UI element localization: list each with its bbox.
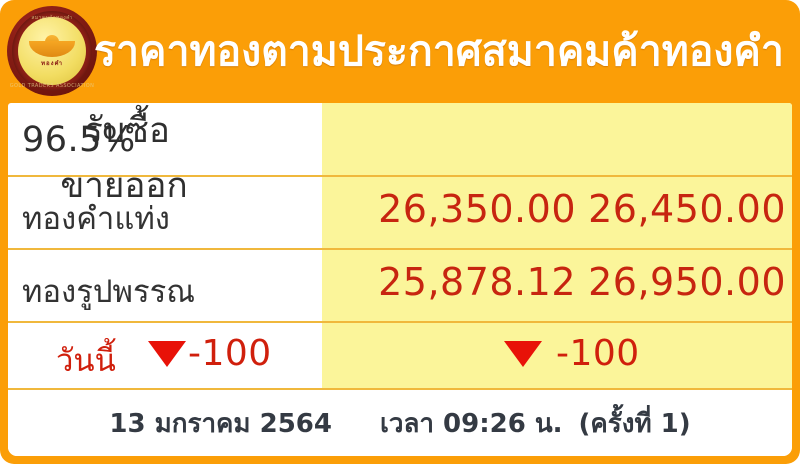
announcement-date: 13 มกราคม 2564 bbox=[109, 408, 332, 439]
logo-arc-text-top: สมาคมค้าทองคำ bbox=[31, 15, 73, 21]
daily-change-row: วันนี้ -100 -100 bbox=[8, 323, 792, 388]
table-row: ทองรูปพรรณ 25,878.12 26,950.00 bbox=[8, 250, 792, 321]
gold-ingot-icon bbox=[29, 35, 75, 57]
ingot-bowl bbox=[29, 41, 75, 57]
table-row: ทองคำแท่ง 26,350.00 26,450.00 bbox=[8, 177, 792, 248]
change-value-right: -100 bbox=[556, 333, 640, 374]
column-header-sell: ขายออก bbox=[60, 166, 188, 206]
triangle-down-icon bbox=[504, 340, 542, 367]
widget-footer: 13 มกราคม 2564 เวลา 09:26 น. (ครั้งที่ 1… bbox=[8, 390, 792, 456]
row-separator bbox=[8, 388, 792, 390]
gold-jewelry-sell-price: 26,950.00 bbox=[588, 260, 786, 304]
triangle-down-icon bbox=[148, 340, 186, 367]
row-separator bbox=[8, 175, 792, 177]
column-header-buy: รับซื้อ bbox=[84, 111, 170, 151]
table-header-row: 96.5% รับซื้อ ขายออก bbox=[8, 103, 792, 206]
gold-traders-association-logo-icon: สมาคมค้าทองคำ ทองคำ GOLD TRADERS ASSOCIA… bbox=[7, 6, 97, 96]
announcement-round: (ครั้งที่ 1) bbox=[578, 408, 691, 439]
gold-bar-buy-price: 26,350.00 bbox=[378, 187, 576, 231]
announcement-time: เวลา 09:26 น. bbox=[379, 408, 563, 439]
change-indicator-left: -100 bbox=[148, 333, 272, 374]
price-table-panel: 96.5% รับซื้อ ขายออก ทองคำแท่ง 26,350.00… bbox=[8, 103, 792, 456]
row-label-gold-bar: ทองคำแท่ง bbox=[22, 201, 170, 237]
widget-header: สมาคมค้าทองคำ ทองคำ GOLD TRADERS ASSOCIA… bbox=[0, 0, 800, 103]
today-label: วันนี้ bbox=[56, 343, 116, 379]
page-title: ราคาทองตามประกาศสมาคมค้าทองคำ bbox=[94, 27, 784, 75]
announcement-time-group: เวลา 09:26 น. (ครั้งที่ 1) bbox=[380, 403, 691, 444]
change-value-left: -100 bbox=[188, 333, 272, 374]
ingot-knob bbox=[45, 35, 59, 46]
price-columns-background bbox=[322, 103, 792, 388]
logo-arc-text-bottom: GOLD TRADERS ASSOCIATION bbox=[9, 83, 95, 89]
gold-jewelry-buy-price: 25,878.12 bbox=[378, 260, 576, 304]
row-separator bbox=[8, 321, 792, 323]
row-label-gold-jewelry: ทองรูปพรรณ bbox=[22, 274, 196, 310]
change-indicator-right: -100 bbox=[504, 333, 640, 374]
gold-bar-sell-price: 26,450.00 bbox=[588, 187, 786, 231]
logo-mini-label: ทองคำ bbox=[41, 60, 63, 67]
purity-label: 96.5% bbox=[22, 120, 136, 160]
row-separator bbox=[8, 248, 792, 250]
